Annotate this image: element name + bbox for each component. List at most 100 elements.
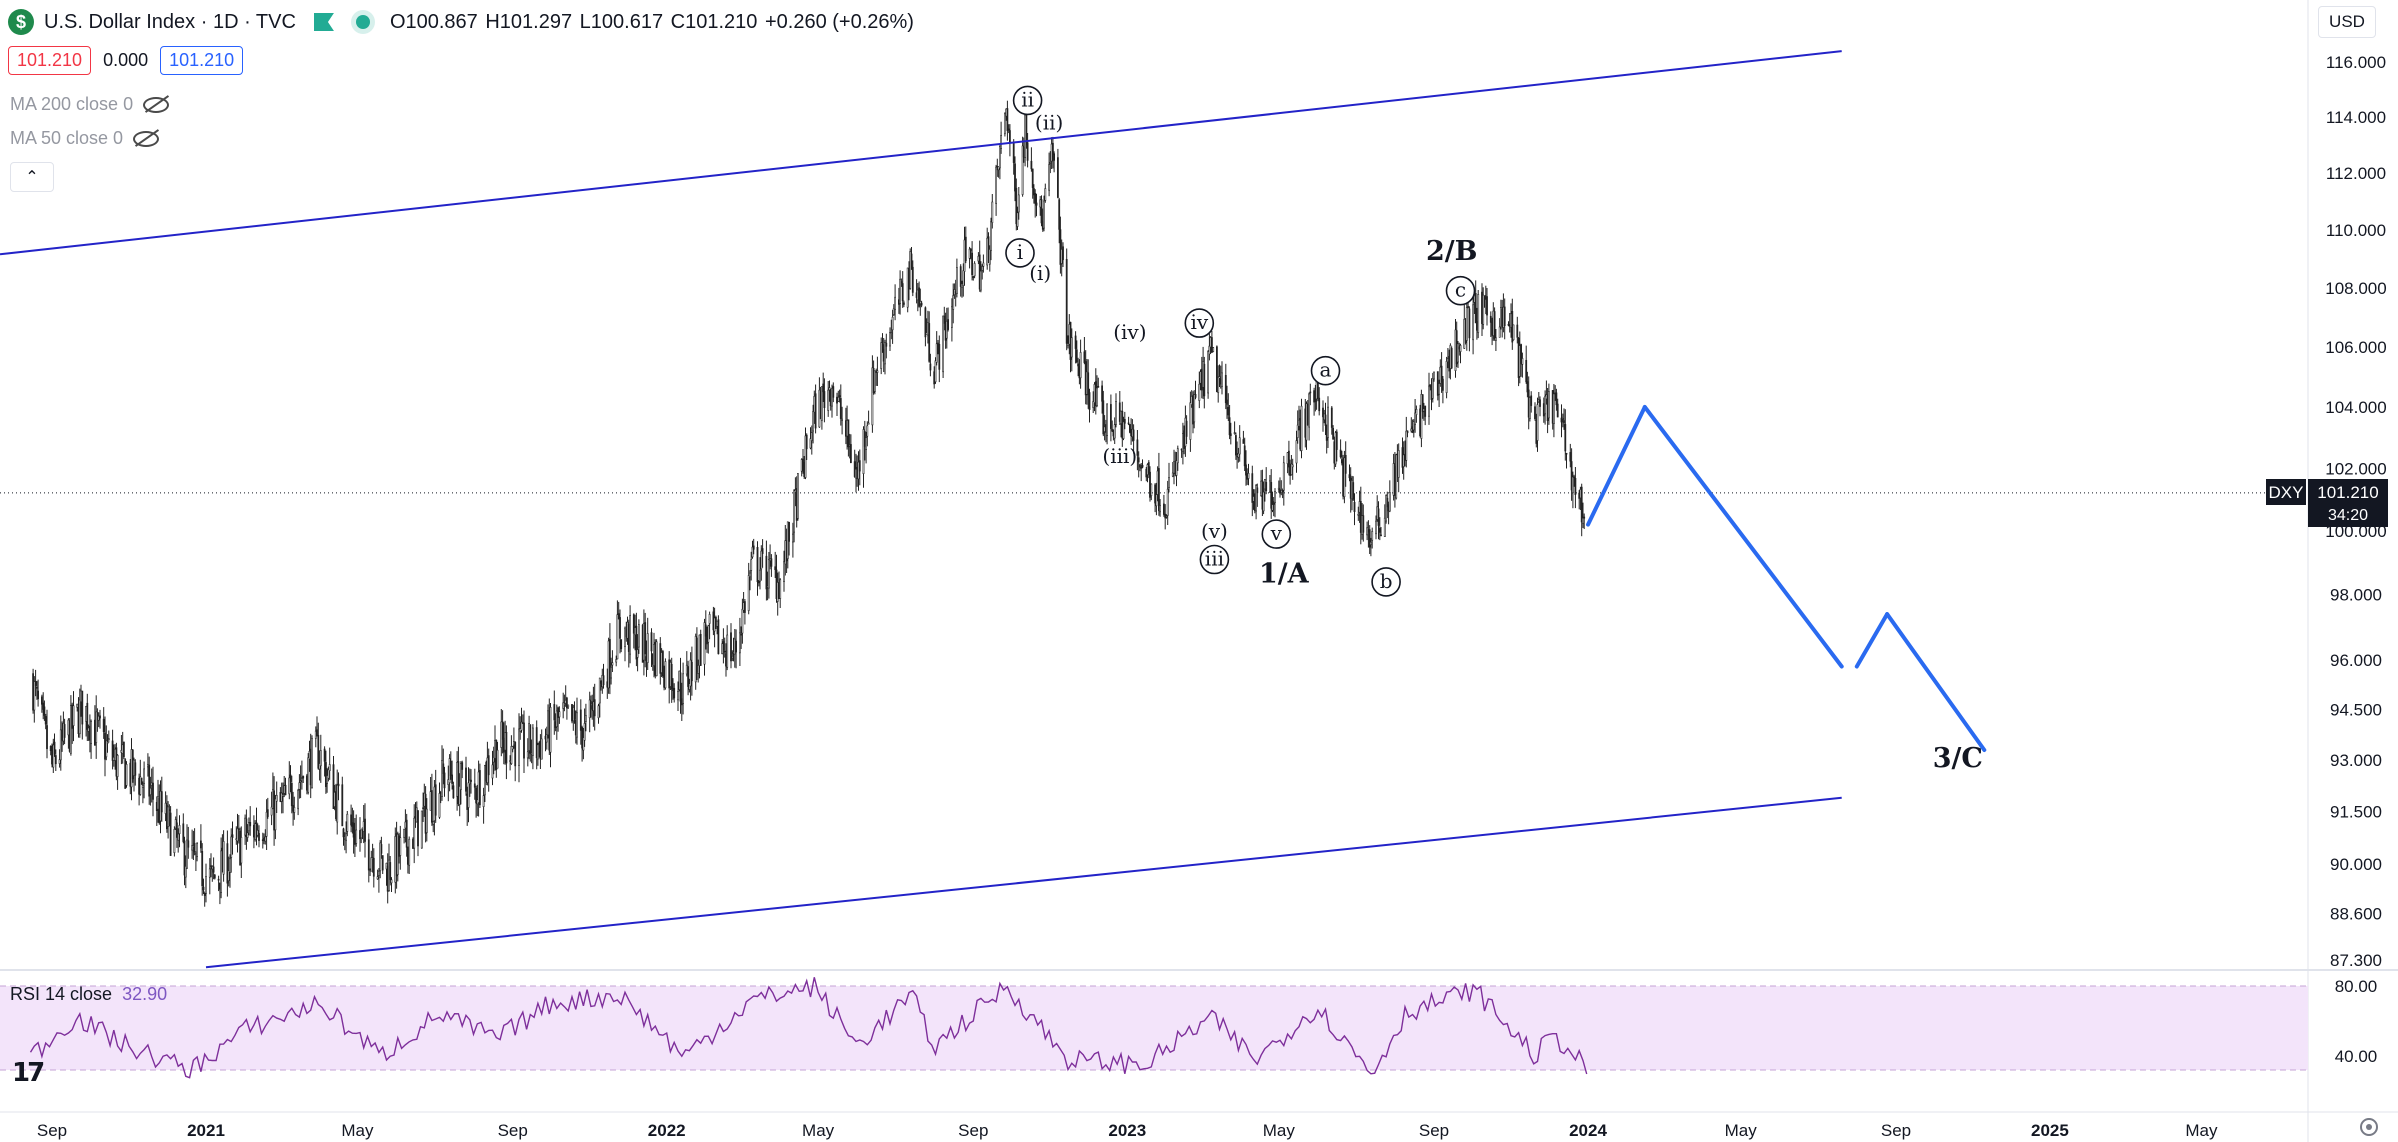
candle-body <box>376 876 379 880</box>
candle-body <box>998 146 1001 169</box>
candle-body <box>942 315 945 373</box>
candle-body <box>316 729 318 737</box>
candle-body <box>1348 474 1351 479</box>
candle-body <box>611 662 614 666</box>
candle-body <box>644 622 647 655</box>
candle-body <box>86 702 89 730</box>
candle-body <box>1489 315 1492 323</box>
candle-body <box>342 828 345 838</box>
candle-body <box>1406 430 1409 434</box>
time-tick-label: May <box>1725 1121 1758 1140</box>
candle-body <box>226 843 229 884</box>
tradingview-logo-icon[interactable]: 17 <box>12 1058 45 1088</box>
wave-label: (ii) <box>1035 111 1063 135</box>
candle-body <box>1113 424 1116 439</box>
candle-body <box>1371 531 1374 541</box>
candle-body <box>1052 142 1054 155</box>
collapse-legend-button[interactable]: ⌃ <box>10 162 54 192</box>
candle-body <box>1573 476 1576 479</box>
candle-body <box>134 762 137 776</box>
candle-body <box>673 687 676 699</box>
candle-body <box>608 639 611 678</box>
sell-price-button[interactable]: 101.210 <box>8 46 92 75</box>
flag-icon[interactable] <box>313 13 334 31</box>
indicator-ma200[interactable]: MA 200 close 0 <box>10 94 170 115</box>
candle-body <box>1003 113 1006 135</box>
eye-off-icon[interactable] <box>133 130 160 147</box>
price-tag: DXY 101.210 34:20 <box>2266 479 2388 527</box>
candle-body <box>1208 345 1211 355</box>
candle-body <box>256 829 259 836</box>
candle-body <box>823 391 826 408</box>
candle-body <box>246 832 249 838</box>
candle-body <box>880 342 883 370</box>
candle-body <box>245 818 248 837</box>
symbol-title[interactable]: U.S. Dollar Index · 1D · TVC <box>44 10 296 33</box>
candle-body <box>1281 490 1284 493</box>
currency-button[interactable]: USD <box>2318 6 2376 38</box>
candle-body <box>236 828 239 842</box>
candle-body <box>230 836 233 858</box>
candle-body <box>1271 504 1274 511</box>
candle-body <box>1383 517 1386 538</box>
candle-body <box>935 343 938 363</box>
gear-icon[interactable] <box>2360 1118 2378 1136</box>
candle-body <box>1288 450 1290 468</box>
candle-body <box>487 755 490 776</box>
candle-body <box>288 777 291 795</box>
price-tick-label: 110.000 <box>2326 221 2386 240</box>
candle-body <box>1092 401 1095 408</box>
candle-body <box>467 782 470 808</box>
candle-body <box>1053 153 1056 161</box>
candle-body <box>1420 393 1423 439</box>
rsi-legend[interactable]: RSI 14 close 32.90 <box>10 984 167 1005</box>
candle-body <box>337 783 340 787</box>
candle-body <box>1282 462 1285 491</box>
candle-body <box>617 613 620 620</box>
projection-segment <box>1642 405 1844 669</box>
candle-body <box>1424 405 1427 417</box>
candle-body <box>1530 395 1533 406</box>
candle-body <box>1062 246 1064 261</box>
wave-label: v <box>1270 521 1283 545</box>
candle-body <box>1193 394 1196 423</box>
candle-body <box>1228 417 1231 436</box>
time-axis[interactable]: Sep 2021 May Sep 2022 May Sep 2023 May Sep 2024 May… <box>37 1121 2218 1140</box>
candle-body <box>1136 439 1139 456</box>
candle-body <box>1265 481 1268 491</box>
candle-body <box>270 806 273 816</box>
candle-body <box>1137 457 1140 463</box>
wave-labels: ii(ii) i (i) (iv) iv (iii) (v) iii v 1/A a b 2/B c 3/C <box>1005 85 1983 774</box>
eye-off-icon[interactable] <box>143 96 170 113</box>
candle-body <box>123 741 125 758</box>
projection-path[interactable] <box>1586 405 1987 752</box>
candle-body <box>814 393 817 429</box>
candle-body <box>765 555 768 590</box>
candle-body <box>624 627 626 647</box>
candle-body <box>866 425 869 437</box>
candle-body <box>788 521 791 542</box>
candle-body <box>1583 516 1586 519</box>
candle-body <box>1129 424 1131 433</box>
candle-body <box>901 283 904 302</box>
candle-body <box>1322 407 1324 418</box>
time-tick-label: May <box>341 1121 374 1140</box>
candle-body <box>46 725 48 750</box>
candle-body <box>311 737 313 789</box>
candle-body <box>937 342 939 345</box>
buy-price-button[interactable]: 101.210 <box>160 46 244 75</box>
candle-body <box>1057 157 1059 198</box>
candle-body <box>849 444 852 463</box>
candle-body <box>203 892 206 896</box>
candle-body <box>1415 408 1418 415</box>
candle-body <box>911 266 914 293</box>
channel-lines[interactable] <box>0 50 1842 969</box>
candle-body <box>873 370 876 392</box>
candle-body <box>1274 490 1276 503</box>
candle-body <box>1405 430 1408 461</box>
candle-body <box>1175 460 1178 476</box>
indicator-ma50[interactable]: MA 50 close 0 <box>10 128 160 149</box>
price-axis[interactable]: 116.000 114.000 112.000 110.000 108.000 106.0… <box>2325 53 2386 970</box>
candle-body <box>143 768 146 784</box>
